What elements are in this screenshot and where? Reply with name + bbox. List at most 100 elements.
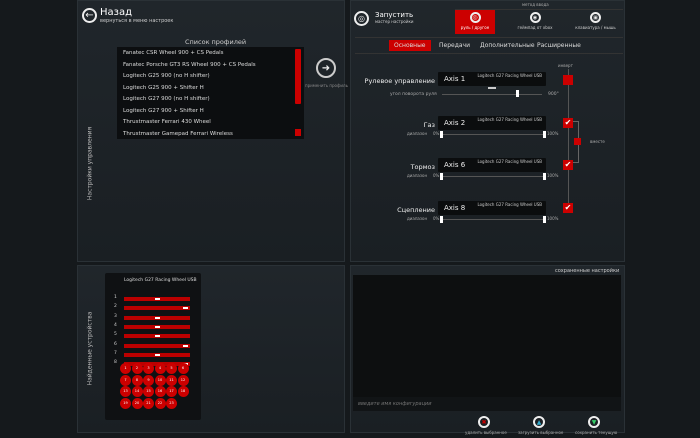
axis-bar <box>124 297 190 301</box>
device-button: 3 <box>143 363 154 374</box>
device-button: 4 <box>154 363 166 374</box>
profile-item[interactable]: Thrustmaster Gamepad Ferrari Wireless <box>123 130 233 137</box>
profile-item[interactable]: Logitech G25 900 + Shifter H <box>123 84 204 91</box>
steering-angle-value: 900° <box>548 92 559 97</box>
divider <box>355 53 623 54</box>
brake-range-label: диапазон <box>407 173 428 178</box>
axis-marker <box>154 316 160 319</box>
brake-invert-checkbox[interactable]: ✔ <box>563 160 573 170</box>
device-button: 22 <box>154 397 166 409</box>
apply-arrow-icon[interactable]: ➜ <box>316 58 336 78</box>
device-button: 12 <box>177 374 189 386</box>
axis-marker <box>183 307 189 310</box>
gas-label: Газ <box>423 121 435 129</box>
brake-max: 100% <box>547 173 559 178</box>
input-keyboard-button[interactable]: ▣ клавиатура / мышь <box>568 10 623 34</box>
config-name-input[interactable] <box>353 397 621 411</box>
profile-item[interactable]: Fanatec Porsche GT3 RS Wheel 900 + CS Pe… <box>123 61 256 68</box>
clutch-label: Сцепление <box>397 206 435 214</box>
tab-additional[interactable]: Дополнительные <box>480 42 535 49</box>
device-button: 2 <box>131 363 143 374</box>
brake-axis: Axis 6 <box>444 161 466 169</box>
input-gamepad-label: геймпад от xbox <box>517 25 553 30</box>
axis-marker <box>183 344 189 347</box>
profile-item[interactable]: Logitech G27 900 (no H shifter) <box>123 96 210 102</box>
together-toggle[interactable] <box>574 138 581 145</box>
gas-axis: Axis 2 <box>444 119 466 127</box>
profile-item[interactable]: Logitech G27 900 + Shifter H <box>123 107 204 114</box>
clutch-min-knob[interactable] <box>440 216 443 223</box>
gas-range-label: диапазон <box>407 131 428 136</box>
profile-item[interactable]: Fanatec CSR Wheel 900 + CS Pedals <box>123 50 224 56</box>
back-arrow-icon[interactable]: ← <box>82 8 97 23</box>
input-wheel-button[interactable]: ◎ руль / другое <box>455 10 495 34</box>
axis-marker <box>154 335 160 338</box>
input-gamepad-button[interactable]: ◉ геймпад от xbox <box>510 10 560 34</box>
device-button: 14 <box>131 386 143 397</box>
connector-line <box>568 69 569 209</box>
scrollbar-thumb[interactable] <box>295 49 301 104</box>
load-button-label[interactable]: загрузить выбранное <box>518 430 564 435</box>
axis-number: 7 <box>114 350 117 356</box>
profile-item[interactable]: Logitech G25 900 (no H shifter) <box>123 73 210 79</box>
tab-gears[interactable]: Передачи <box>439 42 470 49</box>
clutch-range-slider[interactable] <box>441 219 545 220</box>
device-button: 11 <box>166 374 177 386</box>
gas-axis-field[interactable]: Axis 2 Logitech G27 Racing Wheel USB <box>438 116 546 130</box>
device-button: 7 <box>120 374 131 386</box>
clutch-invert-checkbox[interactable]: ✔ <box>563 203 573 213</box>
invert-label: инверт <box>558 63 573 68</box>
steering-axis-field[interactable]: Axis 1 Logitech G27 Racing Wheel USB <box>438 72 546 86</box>
steering-angle-slider[interactable] <box>442 94 542 95</box>
device-button: 20 <box>131 397 143 409</box>
gas-min: 0% <box>433 131 440 136</box>
brake-axis-field[interactable]: Axis 6 Logitech G27 Racing Wheel USB <box>438 158 546 172</box>
steering-invert-checkbox[interactable] <box>563 75 573 85</box>
axis-bar <box>124 306 190 311</box>
brake-max-knob[interactable] <box>543 173 546 180</box>
device-button: 18 <box>177 386 189 397</box>
wizard-title[interactable]: Запустить <box>375 11 414 19</box>
profiles-title: Список профилей <box>185 38 247 46</box>
gas-min-knob[interactable] <box>440 131 443 138</box>
save-button-label[interactable]: сохранить текущую <box>575 430 618 435</box>
back-subtitle: вернуться в меню настроек <box>100 18 174 24</box>
axis-bar <box>124 324 190 329</box>
scroll-down-button[interactable] <box>295 129 301 136</box>
save-icon[interactable]: ▼ <box>588 416 600 428</box>
clutch-axis-field[interactable]: Axis 8 Logitech G27 Racing Wheel USB <box>438 201 546 215</box>
tab-advanced[interactable]: Расширенные <box>537 42 581 49</box>
profile-item[interactable]: Thrustmaster Ferrari 430 Wheel <box>123 119 211 125</box>
axis-number: 3 <box>114 313 117 319</box>
clutch-max-knob[interactable] <box>543 216 546 223</box>
saved-list[interactable] <box>353 275 621 397</box>
gas-max-knob[interactable] <box>543 131 546 138</box>
device-name: Logitech G27 Racing Wheel USB <box>477 202 542 207</box>
keyboard-mouse-icon: ▣ <box>590 12 601 23</box>
clutch-axis: Axis 8 <box>444 204 466 212</box>
tab-basic[interactable]: Основные <box>389 40 431 51</box>
wizard-wheel-icon[interactable]: ◎ <box>354 11 369 26</box>
back-title[interactable]: Назад <box>100 7 133 18</box>
input-keyboard-label: клавиатура / мышь <box>575 25 616 30</box>
steering-indicator <box>488 87 496 89</box>
apply-profile-label: применить профиль <box>305 83 348 88</box>
axis-marker <box>154 353 160 356</box>
gas-invert-checkbox[interactable]: ✔ <box>563 118 573 128</box>
brake-min-knob[interactable] <box>440 173 443 180</box>
controls-side-label: Настройки управления <box>86 126 94 201</box>
steering-label: Рулевое управление <box>364 77 435 85</box>
wheel-icon: ◎ <box>469 12 481 23</box>
brake-range-slider[interactable] <box>441 176 545 177</box>
device-button: 10 <box>154 374 166 386</box>
gas-range-slider[interactable] <box>441 134 545 135</box>
profiles-list: Fanatec CSR Wheel 900 + CS Pedals Fanatec… <box>117 47 304 139</box>
load-icon[interactable]: ▲ <box>533 416 545 428</box>
delete-button-label[interactable]: удалить выбранное <box>465 430 507 435</box>
steering-angle-knob[interactable] <box>516 90 519 97</box>
device-button: 19 <box>120 397 131 409</box>
delete-icon[interactable]: ✖ <box>478 416 490 428</box>
divider <box>355 37 623 38</box>
device-button: 15 <box>143 386 154 397</box>
axis-bar <box>124 352 190 357</box>
